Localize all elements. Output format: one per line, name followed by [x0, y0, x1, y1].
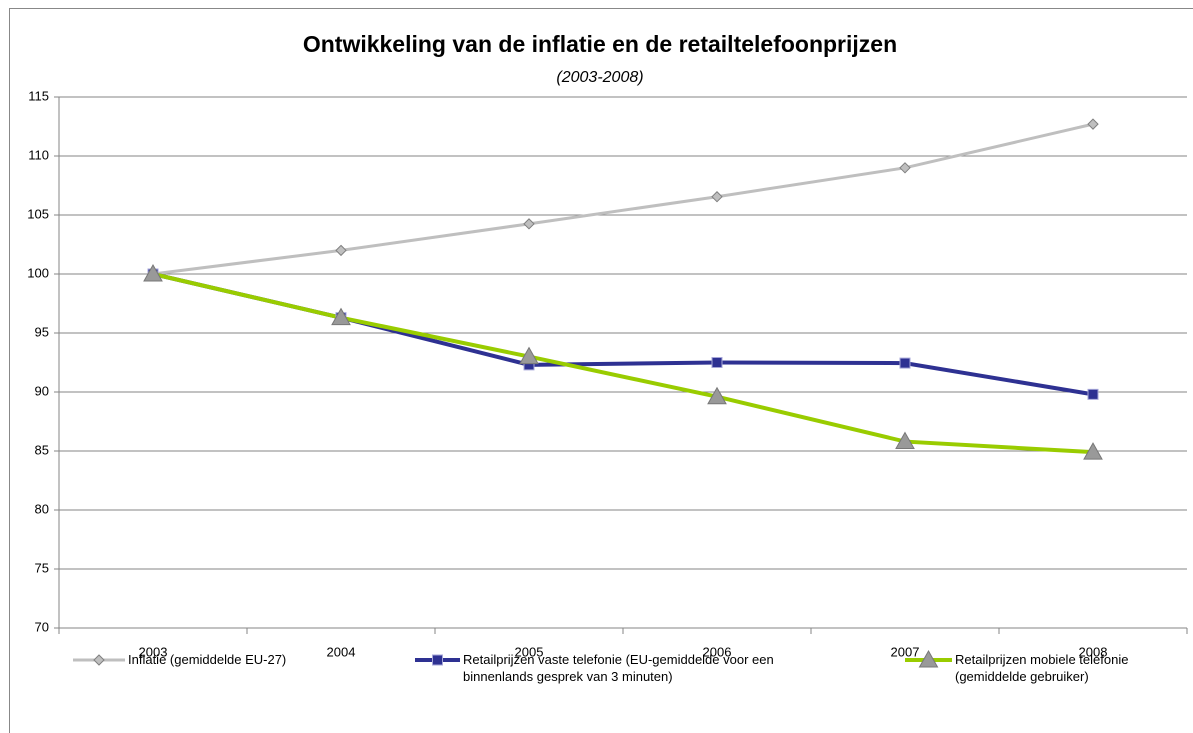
y-tick-label: 70 — [35, 619, 49, 634]
legend-marker — [918, 649, 939, 668]
legend-marker — [93, 654, 105, 666]
x-tick-label: 2006 — [703, 644, 732, 659]
chart-title: Ontwikkeling van de inflatie en de retai… — [303, 31, 897, 57]
series-line — [152, 122, 1094, 276]
data-point — [895, 431, 915, 450]
data-point — [1087, 388, 1099, 400]
data-point — [143, 263, 163, 282]
legend-label: Retailprijzen mobiele telefonie (gemidde… — [955, 652, 1129, 684]
y-tick-label: 85 — [35, 442, 49, 457]
legend-label: Inflatie (gemiddelde EU-27) — [128, 652, 287, 667]
x-tick-label: 2004 — [327, 644, 356, 659]
data-point — [899, 162, 911, 174]
data-point — [335, 244, 347, 257]
y-tick-label: 110 — [28, 147, 49, 162]
chart-subtitle: (2003-2008) — [556, 69, 643, 86]
y-tick-label: 75 — [35, 560, 49, 575]
y-tick-label: 95 — [35, 324, 49, 339]
x-tick-label: 2008 — [1079, 644, 1108, 659]
data-point — [707, 386, 727, 405]
x-tick-label: 2005 — [515, 644, 544, 659]
data-point — [1087, 118, 1099, 130]
data-point — [519, 346, 539, 365]
y-tick-label: 80 — [35, 501, 49, 516]
data-point — [899, 357, 911, 369]
y-tick-label: 105 — [27, 206, 49, 221]
series-line — [152, 272, 1094, 455]
x-tick-label: 2003 — [139, 644, 168, 659]
x-tick-label: 2007 — [891, 644, 920, 659]
data-point — [523, 218, 535, 230]
data-point — [711, 191, 723, 203]
legend-marker — [432, 654, 443, 666]
y-tick-label: 90 — [35, 383, 49, 398]
legend-label: Retailprijzen vaste telefonie (EU-gemidd… — [463, 652, 774, 684]
data-point — [331, 307, 351, 326]
chart-border — [9, 8, 1193, 733]
y-tick-label: 100 — [27, 265, 49, 280]
y-tick-label: 115 — [28, 88, 49, 103]
data-point — [711, 357, 723, 368]
data-point — [1083, 442, 1103, 460]
